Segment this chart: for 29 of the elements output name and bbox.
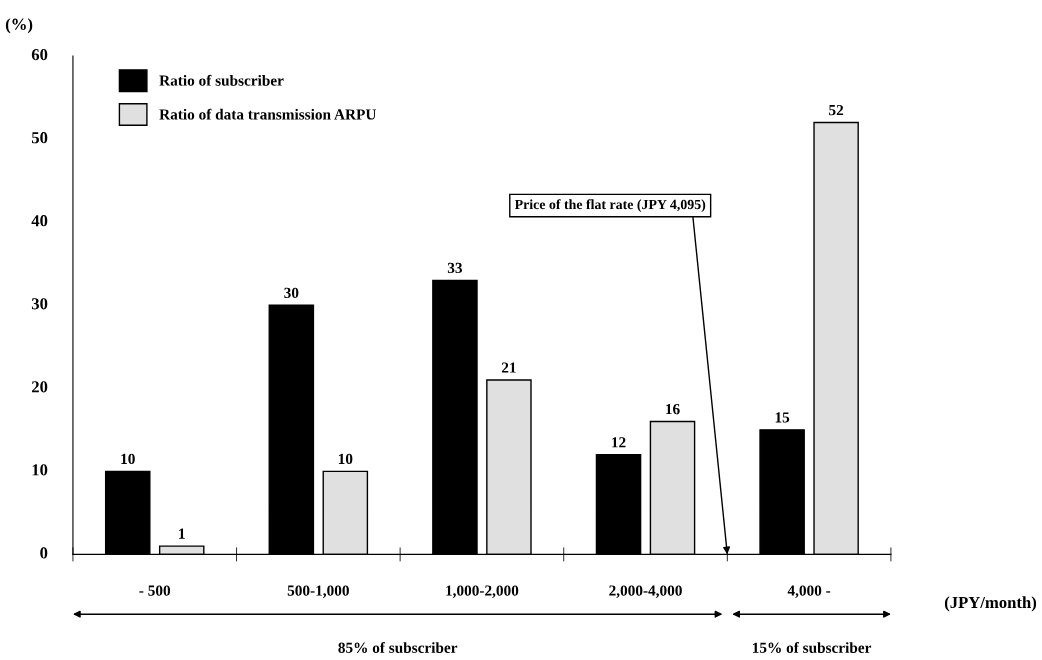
y-tick-label: 30 bbox=[31, 298, 48, 310]
y-tick-label: 0 bbox=[40, 547, 48, 559]
data-label: 15 bbox=[775, 412, 790, 423]
legend-label: Ratio of data transmission ARPU bbox=[159, 108, 377, 120]
x-tick-label: 2,000-4,000 bbox=[609, 585, 682, 598]
x-tick-label: - 500 bbox=[139, 585, 171, 596]
data-label: 21 bbox=[501, 362, 516, 373]
data-label: 12 bbox=[612, 437, 626, 448]
legend-label: Ratio of subscriber bbox=[159, 74, 284, 86]
y-axis-title: (%) bbox=[5, 18, 33, 34]
x-tick-label: 500-1,000 bbox=[287, 585, 349, 598]
data-label: 16 bbox=[666, 403, 680, 415]
annotation: Price of the flat rate (JPY 4,095) bbox=[514, 199, 706, 212]
y-tick-label: 40 bbox=[31, 215, 48, 227]
y-tick-label: 10 bbox=[32, 464, 48, 476]
x-axis-title: (JPY/month) bbox=[944, 596, 1037, 612]
y-tick-label: 20 bbox=[31, 381, 48, 393]
data-label: 33 bbox=[447, 262, 463, 274]
data-label: 30 bbox=[284, 287, 299, 298]
data-label: 10 bbox=[121, 453, 135, 465]
y-tick-label: 60 bbox=[31, 49, 48, 61]
text: 85% of subscriber bbox=[338, 641, 458, 653]
data-label: 1 bbox=[179, 528, 185, 539]
data-label: 10 bbox=[338, 453, 353, 465]
y-tick-label: 50 bbox=[31, 132, 48, 144]
x-tick-label: 4,000 - bbox=[787, 585, 831, 598]
x-tick-label: 1,000-2,000 bbox=[446, 585, 519, 598]
text: 15% of subscriber bbox=[752, 641, 872, 653]
data-label: 52 bbox=[829, 105, 844, 116]
